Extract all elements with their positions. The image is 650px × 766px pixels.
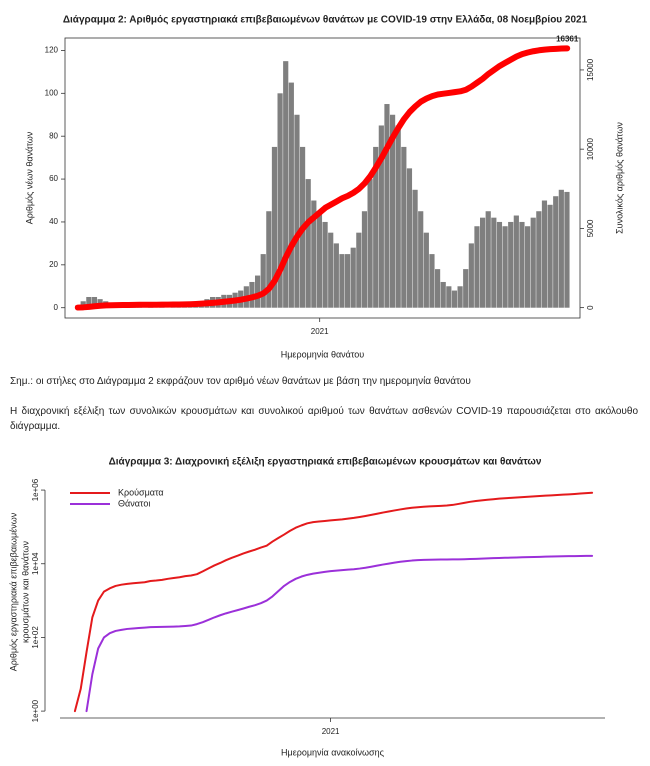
bar bbox=[423, 232, 429, 308]
bar bbox=[91, 296, 98, 308]
legend-label: Θάνατοι bbox=[118, 498, 150, 508]
bar bbox=[373, 146, 379, 308]
y-tick-label: 20 bbox=[49, 260, 58, 269]
bar bbox=[328, 232, 334, 308]
bar bbox=[429, 254, 435, 308]
bar bbox=[255, 275, 261, 308]
paragraph: Η διαχρονική εξέλιξη των συνολικών κρουσ… bbox=[10, 406, 638, 432]
y-tick-label: 60 bbox=[49, 174, 58, 183]
bar bbox=[395, 125, 401, 308]
y2-tick-label: 0 bbox=[586, 305, 595, 310]
x-tick-label: 2021 bbox=[311, 327, 329, 336]
bar bbox=[508, 221, 514, 308]
bar bbox=[525, 226, 531, 308]
note: Σημ.: οι στήλες στο Διάγραμμα 2 εκφράζου… bbox=[10, 376, 471, 387]
bar bbox=[339, 254, 345, 308]
x-tick-label: 2021 bbox=[322, 727, 340, 736]
bar bbox=[266, 211, 272, 308]
y-tick-label: 1e+02 bbox=[31, 626, 40, 649]
bar bbox=[491, 217, 497, 308]
y-tick-label: 80 bbox=[49, 131, 58, 140]
bar bbox=[519, 221, 525, 308]
series-line bbox=[85, 554, 594, 713]
series-line bbox=[74, 45, 571, 311]
bar bbox=[530, 217, 536, 308]
bar bbox=[305, 179, 311, 308]
bar bbox=[271, 146, 278, 308]
bar bbox=[412, 189, 418, 308]
bar bbox=[558, 189, 564, 308]
bar bbox=[316, 211, 323, 308]
y-axis-label: κρουσμάτων και θανάτων bbox=[20, 541, 30, 643]
y2-tick-label: 10000 bbox=[586, 137, 595, 160]
chart-title: Διάγραμμα 2: Αριθμός εργαστηριακά επιβεβ… bbox=[63, 15, 588, 26]
y-tick-label: 1e+00 bbox=[31, 699, 40, 722]
bar bbox=[367, 179, 373, 308]
bar bbox=[86, 296, 92, 308]
bar bbox=[541, 200, 548, 308]
bar bbox=[333, 243, 339, 308]
x-axis-label: Ημερομηνία ανακοίνωσης bbox=[281, 747, 385, 757]
y-tick-label: 100 bbox=[45, 88, 59, 97]
bar bbox=[480, 217, 486, 308]
plot-frame bbox=[64, 37, 581, 319]
y-tick-label: 0 bbox=[54, 303, 59, 312]
y-tick-label: 40 bbox=[49, 217, 58, 226]
bar bbox=[474, 226, 480, 308]
chart-title: Διάγραμμα 3: Διαχρονική εξέλιξη εργαστηρ… bbox=[109, 457, 542, 468]
bar bbox=[502, 226, 508, 308]
bar bbox=[468, 243, 474, 308]
x-axis-label: Ημερομηνία θανάτου bbox=[281, 349, 365, 359]
y-tick-label: 120 bbox=[45, 46, 59, 55]
bar bbox=[435, 269, 441, 308]
bar bbox=[536, 211, 542, 308]
y-axis-label: Αριθμός εργαστηριακά επιβεβαιωμένων bbox=[8, 512, 18, 671]
bar bbox=[440, 281, 446, 308]
bar bbox=[418, 211, 424, 308]
y-tick-label: 1e+04 bbox=[31, 552, 40, 575]
y2-axis-label: Συνολικός αριθμός θανάτων bbox=[614, 122, 624, 234]
bar bbox=[463, 269, 469, 308]
bar bbox=[384, 104, 390, 308]
bar bbox=[277, 93, 283, 308]
bar bbox=[322, 221, 328, 308]
y-axis-label: Αριθμός νέων θανάτων bbox=[24, 131, 34, 224]
bar bbox=[451, 290, 458, 308]
bar bbox=[283, 61, 289, 308]
bar bbox=[350, 247, 356, 308]
bar bbox=[288, 82, 294, 308]
legend-label: Κρούσματα bbox=[118, 487, 164, 497]
bar bbox=[513, 215, 519, 308]
y-tick-label: 1e+06 bbox=[31, 478, 40, 501]
bar bbox=[496, 221, 503, 308]
bar bbox=[311, 200, 317, 308]
bar bbox=[406, 168, 413, 308]
y2-tick-label: 5000 bbox=[586, 219, 595, 237]
y2-tick-label: 15000 bbox=[586, 58, 595, 81]
bar bbox=[294, 114, 300, 308]
bar bbox=[446, 286, 452, 308]
bar bbox=[553, 196, 559, 308]
bar bbox=[485, 211, 491, 308]
bar bbox=[564, 191, 570, 308]
bar bbox=[378, 125, 384, 308]
bar bbox=[457, 286, 463, 308]
bar bbox=[401, 146, 407, 308]
series-line bbox=[73, 491, 594, 713]
bar bbox=[345, 254, 351, 308]
bar bbox=[547, 204, 553, 308]
bar bbox=[260, 254, 266, 308]
data-label: 16361 bbox=[556, 34, 579, 43]
bar bbox=[356, 232, 362, 308]
bar bbox=[361, 211, 368, 308]
bar bbox=[390, 114, 396, 308]
